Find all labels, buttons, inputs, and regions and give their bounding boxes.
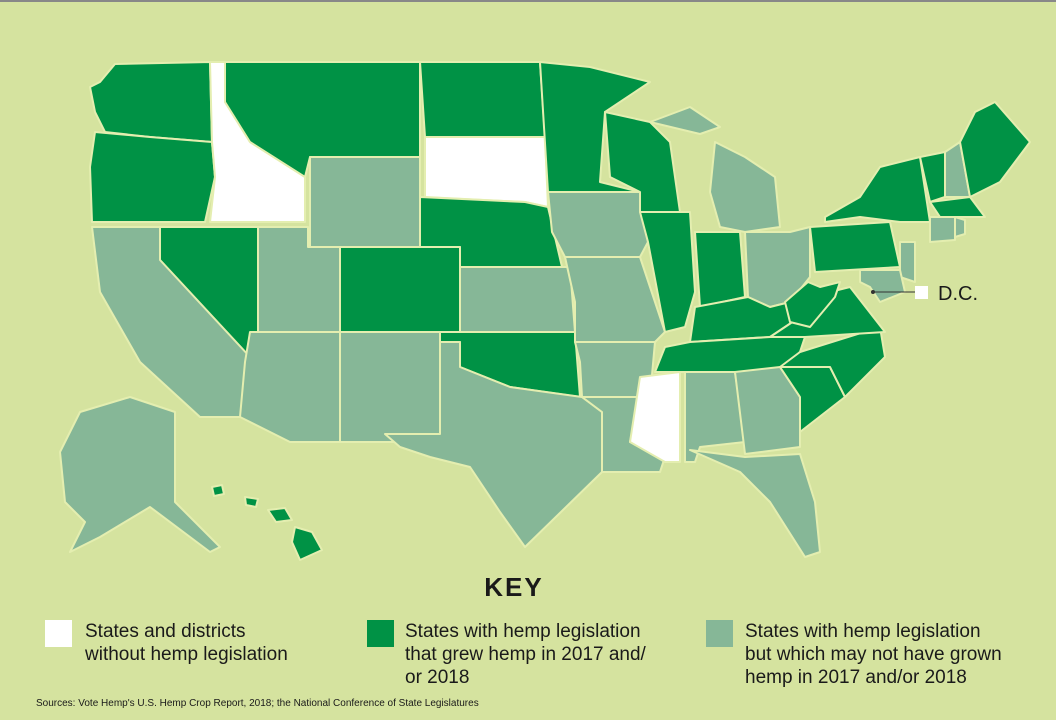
state	[384, 341, 603, 548]
state	[959, 101, 1031, 198]
state	[649, 106, 721, 135]
state	[954, 216, 966, 238]
legend-swatch	[45, 620, 72, 647]
legend-label: without hemp legislation	[84, 644, 288, 665]
state	[639, 211, 696, 333]
dc-dot	[871, 290, 875, 294]
state	[629, 371, 681, 463]
states	[59, 61, 1031, 561]
state	[89, 61, 213, 143]
state	[459, 266, 576, 333]
state	[211, 484, 225, 497]
state	[899, 241, 916, 283]
state	[929, 216, 956, 243]
state	[89, 131, 216, 223]
state	[689, 449, 821, 558]
state	[309, 156, 421, 248]
legend-label: or 2018	[405, 667, 469, 688]
key-title: KEY	[484, 572, 543, 602]
state	[809, 221, 901, 273]
state	[539, 61, 651, 193]
state	[339, 246, 461, 333]
state	[339, 331, 441, 443]
state	[564, 256, 666, 343]
legend-label: States with hemp legislation	[405, 621, 641, 642]
state	[291, 526, 323, 561]
state	[824, 156, 931, 223]
state	[694, 231, 746, 308]
state	[224, 61, 421, 178]
state	[419, 61, 546, 138]
state	[59, 396, 221, 553]
state	[784, 281, 841, 328]
legend-label: States and districts	[85, 621, 246, 642]
dc-label: D.C.	[938, 283, 978, 305]
state	[709, 141, 781, 233]
legend-label: hemp in 2017 and/or 2018	[745, 667, 967, 688]
legend-label: but which may not have grown	[745, 644, 1002, 665]
legend-label: States with hemp legislation	[745, 621, 981, 642]
state	[929, 196, 986, 218]
dc-swatch	[915, 286, 928, 299]
state	[424, 136, 549, 208]
legend-label: that grew hemp in 2017 and/	[405, 644, 647, 665]
state	[859, 269, 906, 303]
legend-swatch	[367, 620, 394, 647]
state	[267, 507, 293, 523]
state	[239, 331, 341, 443]
source: Sources: Vote Hemp's U.S. Hemp Crop Repo…	[36, 698, 479, 709]
legend-swatch	[706, 620, 733, 647]
state	[547, 191, 649, 258]
state	[244, 496, 259, 508]
